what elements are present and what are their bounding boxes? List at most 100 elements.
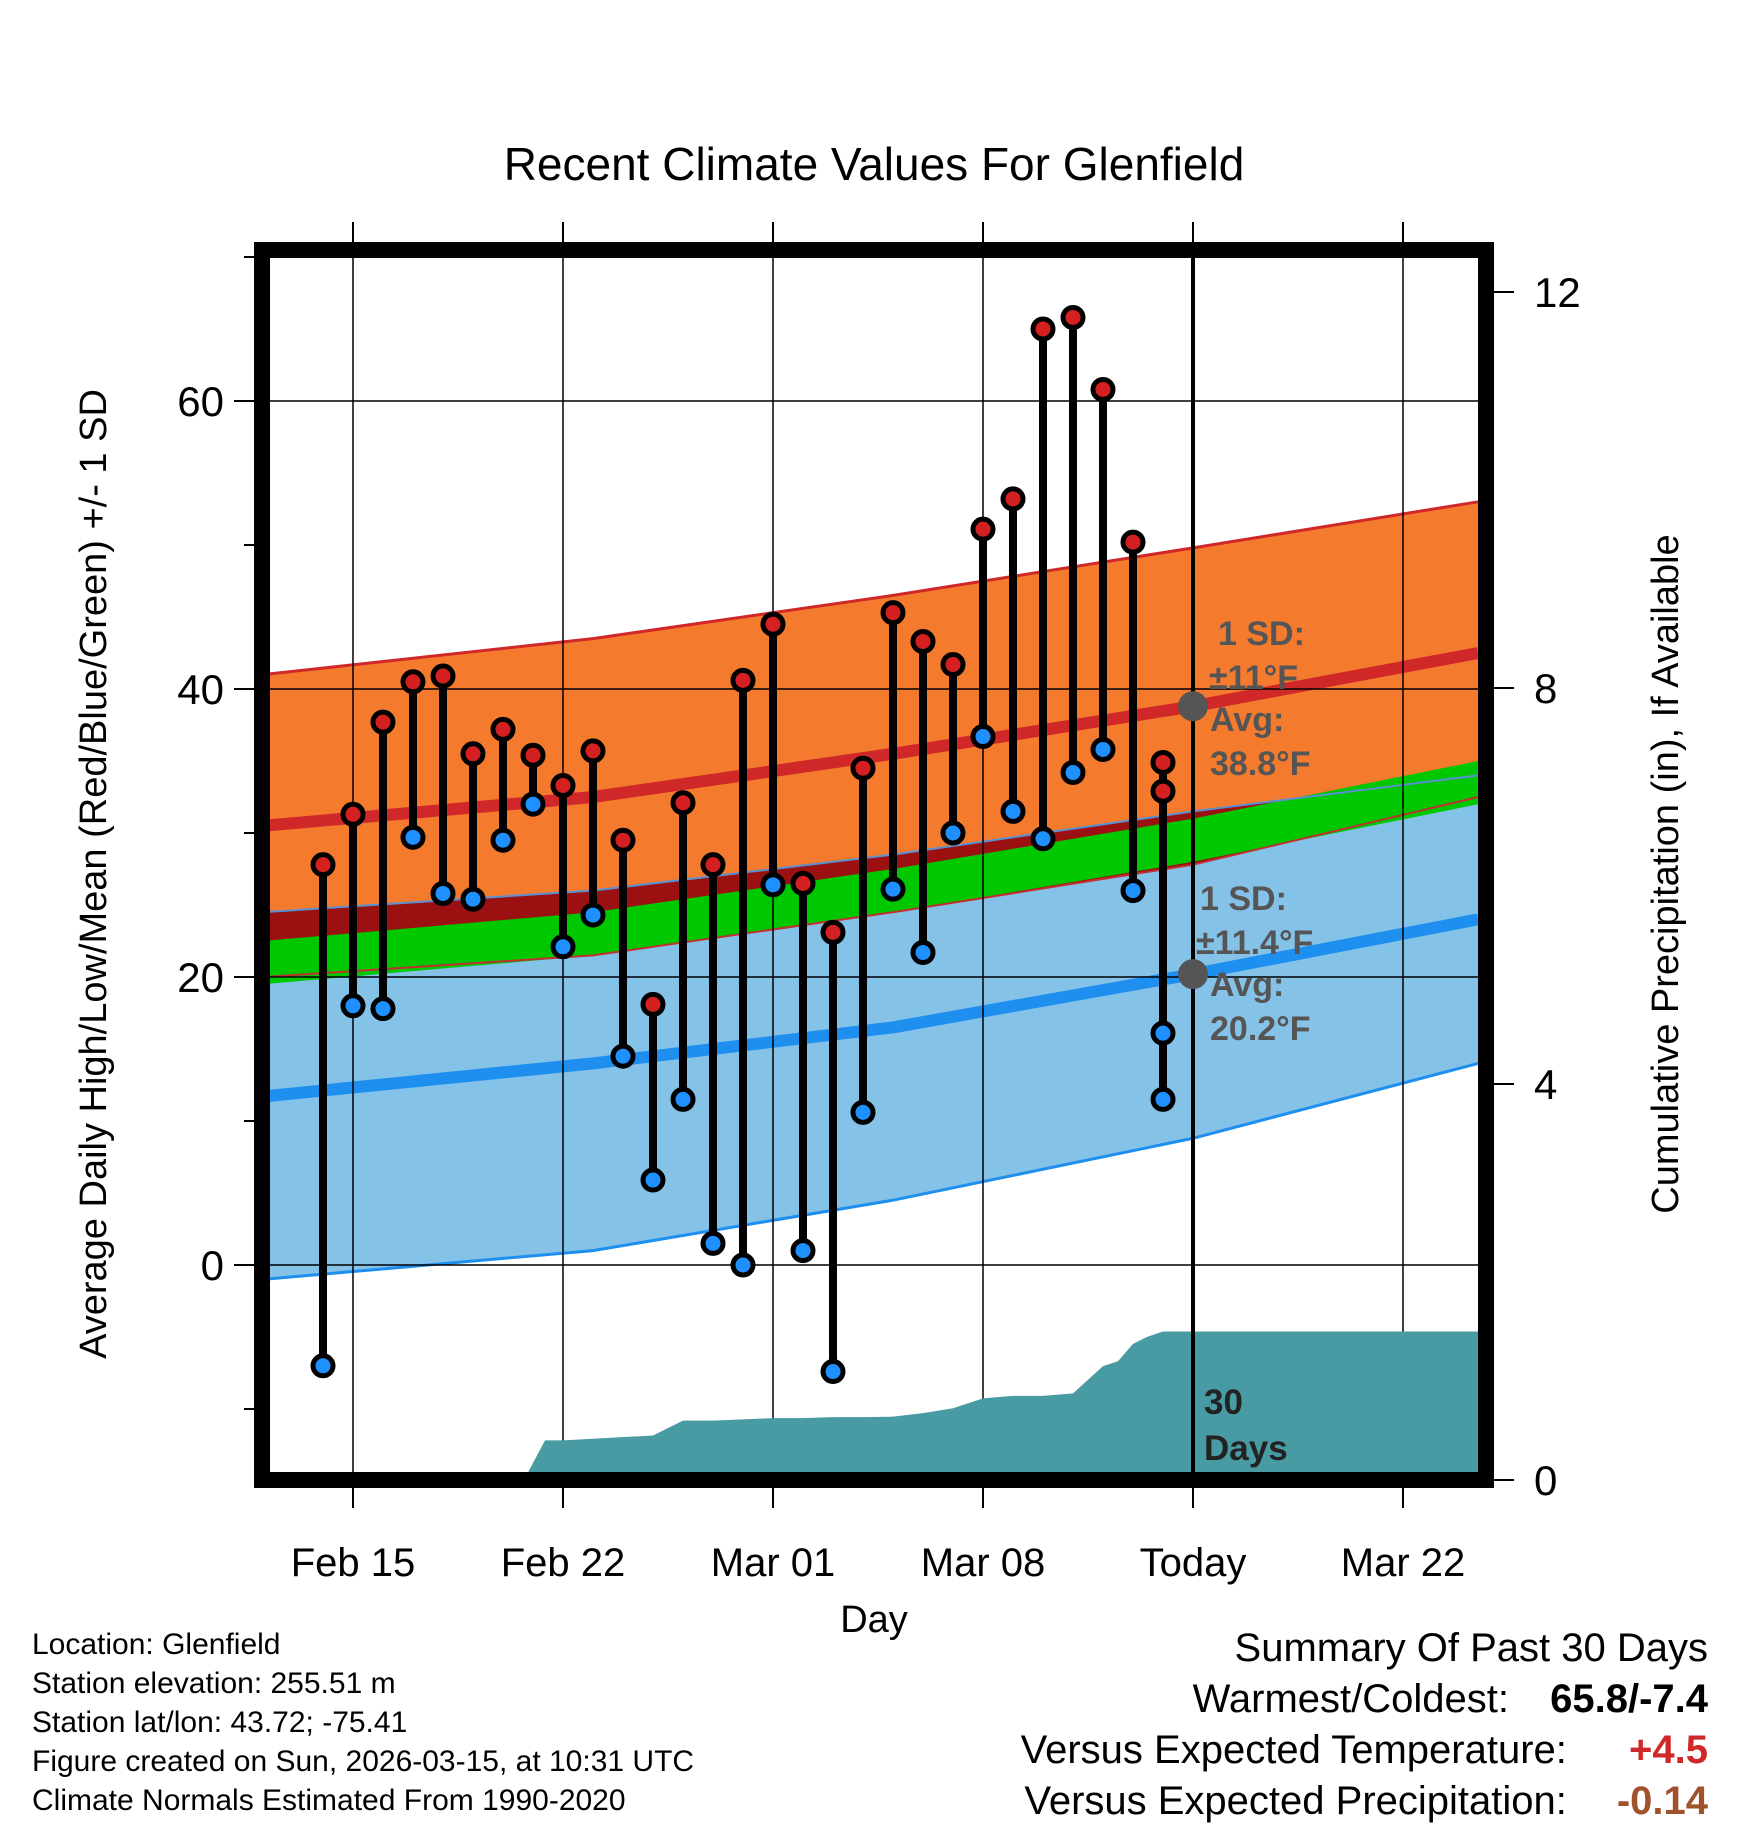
daily-low-point (1150, 1020, 1176, 1046)
daily-low-point (310, 1353, 336, 1379)
daily-high-point (370, 709, 396, 735)
high-lower-line (262, 796, 1479, 978)
daily-high-point (1150, 778, 1176, 804)
low-avg-label: Avg: (1210, 966, 1284, 1004)
daily-high-point (1090, 376, 1116, 402)
normals-period-text: Climate Normals Estimated From 1990-2020 (32, 1784, 626, 1817)
daily-high-point (310, 852, 336, 878)
daily-low-point (1000, 798, 1026, 824)
summary-panel: Summary Of Past 30 Days Warmest/Coldest:… (1021, 1623, 1708, 1827)
precip-anomaly-label: Versus Expected Precipitation: (1024, 1779, 1567, 1823)
daily-low-point (550, 934, 576, 960)
y2-axis-label: Cumulative Precipitation (in), If Availa… (1645, 534, 1687, 1213)
daily-low-point (460, 886, 486, 912)
daily-high-point (1120, 529, 1146, 555)
daily-low-point (580, 902, 606, 928)
plot-frame (254, 242, 1494, 1488)
daily-high-point (460, 741, 486, 767)
daily-low-point (1150, 1086, 1176, 1112)
daily-low-point (430, 880, 456, 906)
daily-low-point (940, 820, 966, 846)
high-avg-label: Avg: (1210, 701, 1284, 739)
station-info: Location: Glenfield Station elevation: 2… (32, 1625, 694, 1820)
daily-high-point (940, 652, 966, 678)
daily-high-point (1030, 316, 1056, 342)
daily-low-point (640, 1167, 666, 1193)
daily-high-point (580, 738, 606, 764)
daily-high-point (610, 827, 636, 853)
daily-low-point (1090, 736, 1116, 762)
daily-low-point (1030, 826, 1056, 852)
x-tick-label: Mar 01 (711, 1541, 836, 1585)
high-sd-label: 1 SD: (1218, 615, 1305, 653)
x-tick-label: Feb 15 (291, 1541, 416, 1585)
daily-low-point (760, 872, 786, 898)
today-low-avg-point (1178, 959, 1208, 990)
y-axis-label: Average Daily High/Low/Mean (Red/Blue/Gr… (73, 389, 115, 1359)
warm-cold-label: Warmest/Coldest: (1192, 1677, 1509, 1721)
daily-low-point (820, 1359, 846, 1385)
daily-high-point (340, 801, 366, 827)
daily-high-point (640, 991, 666, 1017)
daily-high-point (850, 755, 876, 781)
low-avg-line (262, 913, 1480, 1103)
daily-temperature-bars (310, 304, 1208, 1385)
daily-high-point (490, 716, 516, 742)
low-sd-value: ±11.4°F (1196, 924, 1313, 962)
created-text: Figure created on Sun, 2026-03-15, at 10… (32, 1745, 695, 1778)
daily-low-point (1060, 760, 1086, 786)
daily-high-point (700, 852, 726, 878)
daily-low-point (520, 791, 546, 817)
warm-cold-value: 65.8/-7.4 (1550, 1677, 1708, 1721)
latlon-text: Station lat/lon: 43.72; -75.41 (32, 1706, 408, 1739)
precip-anomaly-value: -0.14 (1616, 1779, 1708, 1823)
daily-high-point (1150, 749, 1176, 775)
daily-high-point (520, 742, 546, 768)
y2-tick-label: 8 (1534, 665, 1557, 712)
daily-high-point (880, 600, 906, 626)
temp-anomaly-value: +4.5 (1629, 1728, 1708, 1772)
daily-low-point (670, 1086, 696, 1112)
y2-tick-label: 0 (1534, 1457, 1557, 1504)
days-word: Days (1204, 1429, 1288, 1468)
daily-low-point (730, 1252, 756, 1278)
temp-anomaly-row: Versus Expected Temperature: +4.5 (1021, 1725, 1708, 1776)
x-axis-label: Day (840, 1599, 908, 1641)
daily-low-point (850, 1099, 876, 1125)
y2-tick-label: 4 (1534, 1061, 1557, 1108)
daily-low-point (1120, 878, 1146, 904)
y-tick-label: 20 (177, 954, 224, 1001)
y2-tick-label: 12 (1534, 269, 1581, 316)
x-tick-label: Feb 22 (501, 1541, 626, 1585)
daily-low-point (970, 724, 996, 750)
precip-anomaly-row: Versus Expected Precipitation: -0.14 (1021, 1776, 1708, 1827)
daily-low-point (610, 1043, 636, 1069)
y-tick-label: 60 (177, 378, 224, 425)
days-count: 30 (1204, 1383, 1243, 1422)
y-tick-label: 0 (201, 1242, 224, 1289)
elevation-text: Station elevation: 255.51 m (32, 1667, 396, 1700)
temp-anomaly-label: Versus Expected Temperature: (1020, 1728, 1567, 1772)
daily-high-point (550, 772, 576, 798)
daily-high-point (970, 516, 996, 542)
daily-high-point (1000, 486, 1026, 512)
daily-high-point (760, 611, 786, 637)
daily-low-point (910, 940, 936, 966)
daily-low-point (790, 1238, 816, 1264)
high-upper-line (262, 500, 1479, 677)
y-tick-label: 40 (177, 666, 224, 713)
warm-cold-row: Warmest/Coldest: 65.8/-7.4 (1021, 1674, 1708, 1725)
precipitation-area (263, 1331, 1478, 1480)
daily-high-point (400, 669, 426, 695)
x-tick-label: Mar 08 (921, 1541, 1046, 1585)
low-avg-value: 20.2°F (1210, 1010, 1311, 1048)
daily-low-point (880, 876, 906, 902)
low-annotation: 1 SD: ±11.4°F Avg: 20.2°F (1196, 880, 1313, 1048)
x-tick-label: Mar 22 (1341, 1541, 1466, 1585)
daily-high-point (820, 919, 846, 945)
x-tick-label: Today (1140, 1541, 1247, 1585)
axes: 0 20 40 60 0 4 8 12 Feb 15 Feb 22 Mar 01 Mar 08 Toda… (177, 222, 1581, 1585)
today-high-avg-point (1178, 691, 1208, 722)
high-avg-value: 38.8°F (1210, 745, 1311, 783)
daily-high-point (430, 663, 456, 689)
